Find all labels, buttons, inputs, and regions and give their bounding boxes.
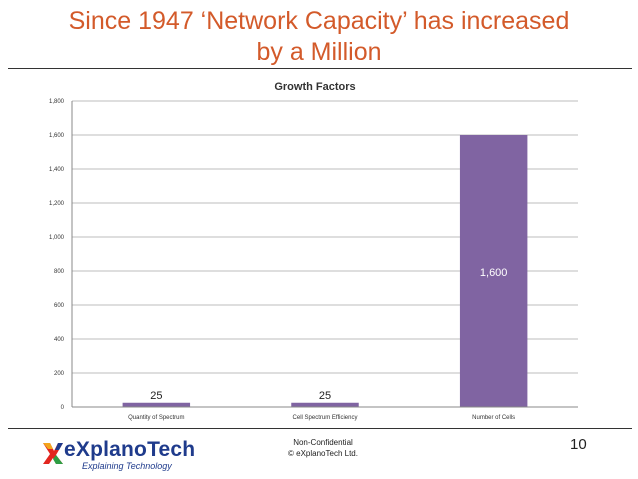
y-tick-label: 1,400 xyxy=(49,167,65,173)
footer-copyright: © eXplanoTech Ltd. xyxy=(288,449,358,458)
top-divider xyxy=(8,68,632,69)
slide-title-line-1: Since 1947 ‘Network Capacity’ has increa… xyxy=(68,7,570,35)
y-tick-label: 200 xyxy=(54,371,65,377)
x-category-label: Cell Spectrum Efficiency xyxy=(293,415,358,421)
logo-mark-icon xyxy=(43,443,63,464)
y-axis-tick-labels: 0 200 400 600 800 1,000 1,200 1,400 1,600 1,800 xyxy=(49,99,65,411)
data-labels: 25 25 1,600 xyxy=(150,267,507,402)
y-tick-label: 1,200 xyxy=(49,201,65,207)
bars xyxy=(122,135,528,407)
bar-value-label: 1,600 xyxy=(480,267,508,279)
x-axis-category-labels: Quantity of Spectrum Cell Spectrum Effici… xyxy=(128,415,515,421)
slide-title: Since 1947 ‘Network Capacity’ has increa… xyxy=(0,6,638,68)
slide-title-line-2: by a Million xyxy=(256,38,382,66)
y-tick-label: 1,600 xyxy=(49,133,65,139)
y-tick-label: 0 xyxy=(61,405,65,411)
footer-confidentiality: Non-Confidential xyxy=(293,438,353,447)
page-number: 10 xyxy=(570,436,587,453)
y-tick-label: 1,000 xyxy=(49,235,65,241)
x-category-label: Quantity of Spectrum xyxy=(128,415,184,421)
explanotech-logo: eXplanoTech Explaining Technology xyxy=(42,437,212,471)
y-tick-label: 1,800 xyxy=(49,99,65,105)
bar xyxy=(291,402,359,407)
bar xyxy=(459,135,528,407)
x-category-label: Number of Cells xyxy=(472,415,515,421)
y-tick-label: 800 xyxy=(54,269,65,275)
bar-value-label: 25 xyxy=(150,390,162,402)
y-tick-label: 600 xyxy=(54,303,65,309)
bottom-divider xyxy=(8,428,632,429)
bar xyxy=(122,402,191,407)
bar-value-label: 25 xyxy=(319,390,331,402)
y-tick-label: 400 xyxy=(54,337,65,343)
logo-name: eXplanoTech xyxy=(64,438,196,461)
chart-title: Growth Factors xyxy=(274,81,355,93)
footer-notice: Non-Confidential © eXplanoTech Ltd. xyxy=(264,437,382,459)
logo-tagline: Explaining Technology xyxy=(82,461,172,471)
